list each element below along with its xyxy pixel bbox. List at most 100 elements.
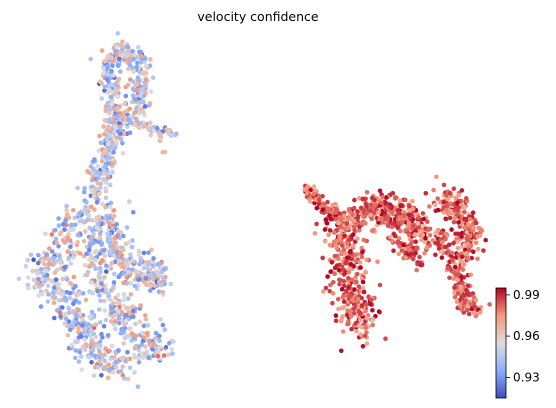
right-cluster-point xyxy=(360,344,366,349)
left-cluster-point xyxy=(138,99,143,105)
left-cluster-point xyxy=(140,71,145,76)
left-cluster-point xyxy=(130,93,136,98)
right-cluster-point xyxy=(390,239,395,244)
right-cluster-point xyxy=(322,227,328,232)
right-cluster-point xyxy=(443,244,448,250)
right-cluster-point xyxy=(436,243,442,248)
right-cluster-point xyxy=(447,275,452,281)
left-cluster-point xyxy=(83,297,89,303)
right-cluster-point xyxy=(455,277,461,283)
right-cluster-point xyxy=(341,299,347,304)
right-cluster-point xyxy=(447,190,453,196)
left-cluster-point xyxy=(112,271,117,277)
left-cluster-point xyxy=(57,253,62,259)
left-cluster-point xyxy=(82,337,87,342)
left-cluster-point xyxy=(115,300,121,306)
right-cluster-point xyxy=(316,201,322,207)
right-cluster-point xyxy=(410,198,415,204)
left-cluster-point xyxy=(45,256,51,261)
left-cluster-point xyxy=(121,264,126,270)
right-cluster-point xyxy=(333,313,339,318)
left-cluster-point xyxy=(78,251,83,256)
left-cluster-point xyxy=(53,227,58,233)
right-cluster-point xyxy=(320,194,325,199)
left-cluster-point xyxy=(126,269,131,275)
left-cluster-point xyxy=(108,242,113,248)
right-cluster-point xyxy=(435,228,441,233)
right-cluster-point xyxy=(352,218,357,224)
left-cluster-point xyxy=(44,272,50,278)
left-cluster-point xyxy=(151,256,156,261)
right-cluster-point xyxy=(346,285,351,290)
right-cluster-point xyxy=(396,210,401,215)
right-cluster-point xyxy=(364,190,370,195)
left-cluster-point xyxy=(98,269,103,275)
right-cluster-point xyxy=(338,277,343,283)
left-cluster-point xyxy=(148,273,154,278)
right-cluster-point xyxy=(305,184,310,189)
right-cluster-point xyxy=(341,305,347,310)
left-cluster-point xyxy=(158,317,163,322)
right-cluster-point xyxy=(464,229,470,235)
right-cluster-point xyxy=(311,184,317,189)
right-cluster-point xyxy=(413,251,418,256)
right-cluster-point xyxy=(371,210,377,215)
left-cluster-point xyxy=(66,319,72,324)
left-cluster-point xyxy=(46,292,51,297)
right-cluster-point xyxy=(407,203,412,209)
left-cluster-point xyxy=(102,59,107,64)
right-cluster-point xyxy=(308,199,313,204)
right-cluster-point xyxy=(408,242,414,247)
right-cluster-point xyxy=(458,285,464,290)
left-cluster-point xyxy=(136,248,142,254)
right-cluster-point xyxy=(352,197,357,203)
right-cluster-point xyxy=(364,316,370,321)
left-cluster-point xyxy=(88,236,94,242)
right-cluster-point xyxy=(363,269,368,275)
left-cluster-point xyxy=(150,346,155,352)
left-cluster-point xyxy=(91,373,97,378)
left-cluster-point xyxy=(79,367,85,373)
right-cluster-point xyxy=(460,267,466,273)
left-cluster-point xyxy=(136,80,141,86)
left-cluster-point xyxy=(134,88,140,94)
right-cluster-point xyxy=(314,205,320,211)
left-cluster-point xyxy=(107,296,112,302)
left-cluster-point xyxy=(109,82,115,88)
left-cluster-point xyxy=(92,249,97,255)
left-cluster-point xyxy=(146,262,152,267)
left-cluster-point xyxy=(148,283,153,289)
left-cluster-point xyxy=(95,170,100,175)
left-cluster-point xyxy=(115,292,121,298)
right-cluster-point xyxy=(459,254,465,260)
left-cluster-point xyxy=(130,257,135,263)
left-cluster-point xyxy=(107,133,112,138)
scatter-points xyxy=(16,31,492,390)
left-cluster-point xyxy=(82,347,88,353)
left-cluster-point xyxy=(131,210,136,215)
right-cluster-point xyxy=(451,219,457,225)
left-cluster-point xyxy=(50,249,55,254)
left-cluster-point xyxy=(105,72,111,77)
left-cluster-point xyxy=(120,310,125,316)
left-cluster-point xyxy=(143,344,148,349)
right-cluster-point xyxy=(346,226,351,231)
right-cluster-point xyxy=(352,252,358,258)
left-cluster-point xyxy=(148,288,153,293)
right-cluster-point xyxy=(325,274,330,279)
left-cluster-point xyxy=(142,123,148,128)
left-cluster-point xyxy=(142,104,148,109)
right-cluster-point xyxy=(398,203,404,209)
right-cluster-point xyxy=(320,207,326,212)
left-cluster-point xyxy=(77,291,82,297)
left-cluster-point xyxy=(125,376,131,382)
right-cluster-point xyxy=(359,303,365,308)
left-cluster-point xyxy=(70,250,75,255)
left-cluster-point xyxy=(128,280,133,286)
left-cluster-point xyxy=(109,68,114,74)
right-cluster-point xyxy=(383,336,388,342)
right-cluster-point xyxy=(332,253,338,259)
right-cluster-point xyxy=(471,249,476,255)
left-cluster-point xyxy=(52,285,57,290)
left-cluster-point xyxy=(99,96,104,101)
